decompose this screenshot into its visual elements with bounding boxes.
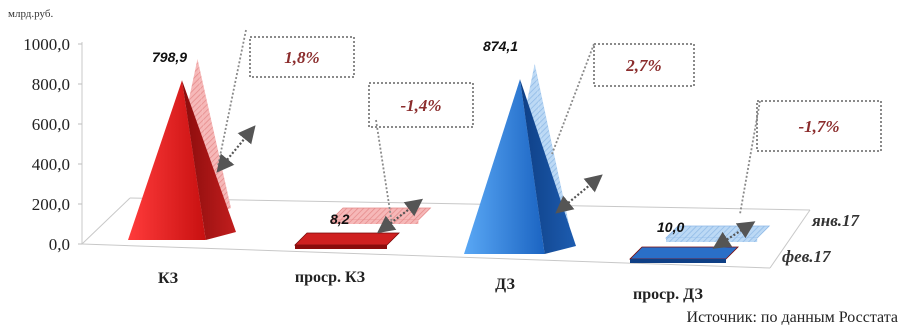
category-label-overdue-dz: проср. ДЗ (633, 286, 704, 303)
change-arrow-2 (555, 174, 603, 214)
category-label-kz: КЗ (158, 270, 179, 287)
y-tick-label: 0,0 (49, 235, 70, 254)
value-label-2: 874,1 (483, 38, 518, 54)
series-label-feb: фев.17 (782, 247, 832, 266)
chart-frame (81, 42, 811, 269)
value-label-3: 10,0 (657, 219, 684, 235)
change-label-3: -1,7% (798, 117, 839, 136)
change-arrow-0 (216, 125, 256, 173)
value-label-0: 798,9 (152, 49, 187, 65)
change-box-1 (368, 82, 474, 128)
leader-line-3 (739, 100, 761, 215)
series-feb-row: 798,9 8,2 874,1 10,0 (128, 38, 739, 263)
value-label-1: 8,2 (330, 211, 350, 227)
y-tick-label: 400,0 (32, 155, 70, 174)
change-box-0 (249, 36, 355, 78)
change-arrow-3 (712, 221, 756, 249)
y-axis: 0,0 200,0 400,0 600,0 800,0 1000,0 (23, 35, 82, 254)
change-label-0: 1,8% (284, 48, 319, 67)
y-tick-label: 1000,0 (23, 35, 70, 54)
source-note: Источник: по данным Росстата (687, 309, 898, 326)
unit-label: млрд.руб. (8, 8, 53, 20)
y-tick-label: 200,0 (32, 195, 70, 214)
y-tick-label: 600,0 (32, 115, 70, 134)
leader-line-0 (217, 29, 247, 167)
category-label-dz: ДЗ (495, 276, 515, 293)
bar-feb-2 (464, 79, 576, 255)
change-label-1: -1,4% (400, 96, 441, 115)
leader-line-1 (375, 119, 393, 225)
change-label-2: 2,7% (625, 56, 661, 75)
leader-line-2 (551, 43, 595, 155)
change-arrow-1 (376, 198, 424, 234)
change-box-2 (593, 43, 695, 87)
y-tick-label: 800,0 (32, 75, 70, 94)
bar-feb-1 (294, 232, 400, 249)
series-label-jan: янв.17 (811, 211, 861, 230)
change-callouts: 1,8% -1,4% 2,7% -1,7% (216, 29, 882, 249)
category-label-overdue-kz: проср. КЗ (295, 269, 366, 286)
change-box-3 (756, 100, 882, 152)
bar-feb-3 (629, 246, 739, 263)
bar-feb-0 (128, 80, 236, 240)
